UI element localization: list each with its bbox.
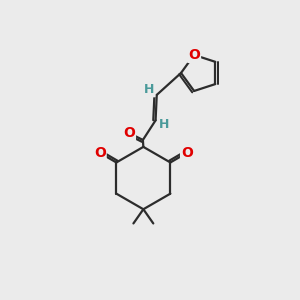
- Text: O: O: [123, 126, 135, 140]
- Text: H: H: [158, 118, 169, 131]
- Text: O: O: [188, 48, 200, 62]
- Text: H: H: [144, 83, 154, 96]
- Text: O: O: [94, 146, 106, 160]
- Text: O: O: [181, 146, 193, 160]
